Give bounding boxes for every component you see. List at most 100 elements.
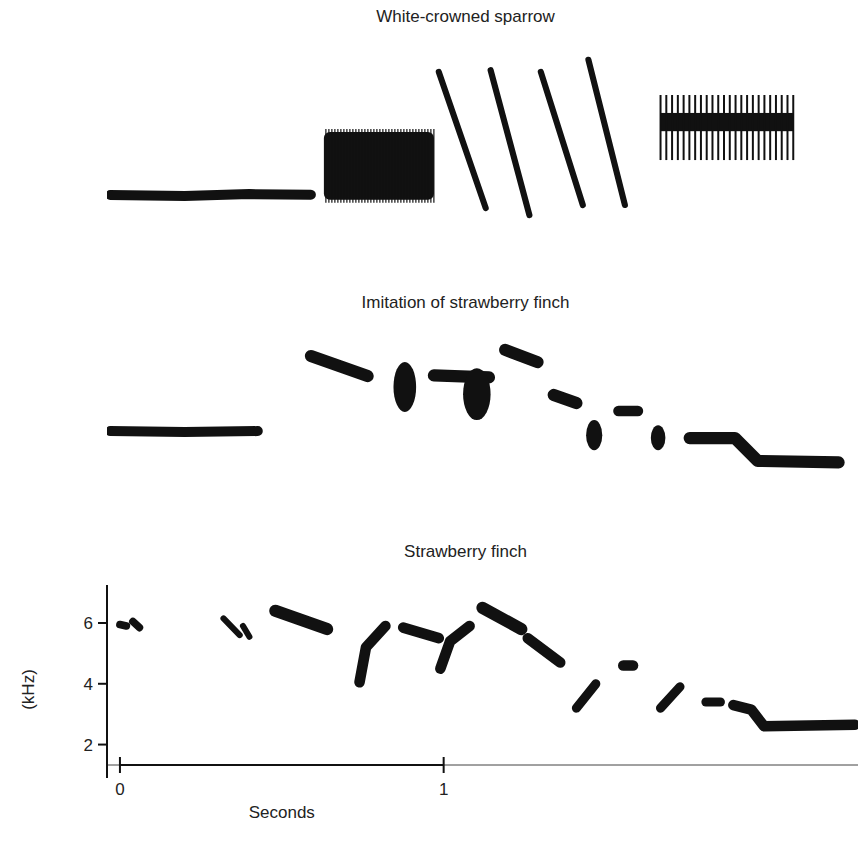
noise-edge xyxy=(418,129,419,203)
noise-edge xyxy=(430,129,431,203)
noise-edge xyxy=(361,129,362,203)
x-tick xyxy=(443,757,445,773)
noise-edge xyxy=(355,129,356,203)
buzz-pulse xyxy=(752,95,754,160)
noise-edge xyxy=(394,129,395,203)
noise-edge xyxy=(373,129,374,203)
panel-title: Strawberry finch xyxy=(404,542,527,561)
noise-edge xyxy=(358,129,359,203)
x-axis-range xyxy=(107,765,858,766)
noise-edge xyxy=(346,129,347,203)
noise-edge xyxy=(412,129,413,203)
blob-note xyxy=(651,425,666,450)
noise-edge xyxy=(403,129,404,203)
noise-edge xyxy=(376,129,377,203)
buzz-pulse xyxy=(700,95,702,160)
tone-note xyxy=(440,626,469,669)
notes xyxy=(110,350,838,463)
y-axis-title: (kHz) xyxy=(19,669,38,710)
scale-bar xyxy=(120,764,444,766)
buzz-pulse xyxy=(792,95,794,160)
figure: White-crowned sparrow Imitation of strawb… xyxy=(0,0,863,862)
tone-note xyxy=(243,626,249,637)
y-axis xyxy=(106,585,108,778)
tone-note xyxy=(275,611,327,629)
noise-edge xyxy=(343,129,344,203)
noise-edge xyxy=(367,129,368,203)
tone-note xyxy=(733,705,854,726)
buzz-pulse xyxy=(665,95,667,160)
x-tick-label: 0 xyxy=(115,780,124,799)
panel-title: Imitation of strawberry finch xyxy=(362,293,570,312)
buzz-pulse xyxy=(706,95,708,160)
tone-note xyxy=(706,697,721,706)
noise-edge xyxy=(364,129,365,203)
buzz-pulse xyxy=(786,95,788,160)
noise-edge xyxy=(400,129,401,203)
x-tick xyxy=(119,757,121,773)
noise-edge xyxy=(391,129,392,203)
buzz-pulse xyxy=(694,95,696,160)
blob-note xyxy=(463,368,491,420)
buzz-pulse xyxy=(769,95,771,160)
noise-edge xyxy=(382,129,383,203)
tone-note xyxy=(110,194,311,196)
noise-edge xyxy=(397,129,398,203)
buzz-note xyxy=(661,95,794,160)
tone-note xyxy=(120,625,127,627)
buzz-pulse xyxy=(660,95,662,160)
tone-note xyxy=(576,684,595,708)
tone-note xyxy=(619,406,638,417)
tone-note xyxy=(110,426,258,437)
tone-note xyxy=(360,626,386,682)
noise-edge xyxy=(337,129,338,203)
buzz-pulse xyxy=(729,95,731,160)
buzz-pulse xyxy=(723,95,725,160)
noise-edge xyxy=(325,129,326,203)
buzz-pulse xyxy=(781,95,783,160)
tone-note xyxy=(588,60,625,205)
tone-note xyxy=(505,350,537,362)
y-tick xyxy=(98,683,107,685)
noise-edge xyxy=(388,129,389,203)
buzz-pulse xyxy=(775,95,777,160)
blob-note xyxy=(586,420,602,450)
tone-note xyxy=(311,356,368,376)
buzz-pulse xyxy=(711,95,713,160)
noise-edge xyxy=(379,129,380,203)
noise-edge xyxy=(352,129,353,203)
buzz-pulse xyxy=(735,95,737,160)
buzz-band xyxy=(661,113,794,131)
tone-note xyxy=(690,438,839,462)
tone-note xyxy=(491,70,530,215)
tone-note xyxy=(133,622,140,628)
y-tick xyxy=(98,622,107,624)
panel-title: White-crowned sparrow xyxy=(376,7,555,26)
buzz-pulse xyxy=(671,95,673,160)
buzz-pulse xyxy=(677,95,679,160)
y-tick xyxy=(98,744,107,746)
noise-edge xyxy=(433,129,434,203)
noise-edge xyxy=(424,129,425,203)
tone-note xyxy=(554,395,577,403)
tone-note xyxy=(528,638,560,662)
noise-edge xyxy=(334,129,335,203)
buzz-pulse xyxy=(763,95,765,160)
noise-edge xyxy=(415,129,416,203)
x-axis-title: Seconds xyxy=(249,803,315,822)
tone-note xyxy=(224,618,240,635)
x-tick-label: 1 xyxy=(439,780,448,799)
buzz-pulse xyxy=(758,95,760,160)
notes xyxy=(110,60,793,215)
buzz-pulse xyxy=(740,95,742,160)
noise-edge xyxy=(328,129,329,203)
buzz-pulse xyxy=(688,95,690,160)
noise-edge xyxy=(406,129,407,203)
noise-edge xyxy=(370,129,371,203)
y-tick-label: 6 xyxy=(84,614,93,633)
buzz-pulse xyxy=(683,95,685,160)
noise-edge xyxy=(409,129,410,203)
noise-edge xyxy=(349,129,350,203)
y-tick-label: 4 xyxy=(84,675,93,694)
tone-note xyxy=(403,628,439,639)
